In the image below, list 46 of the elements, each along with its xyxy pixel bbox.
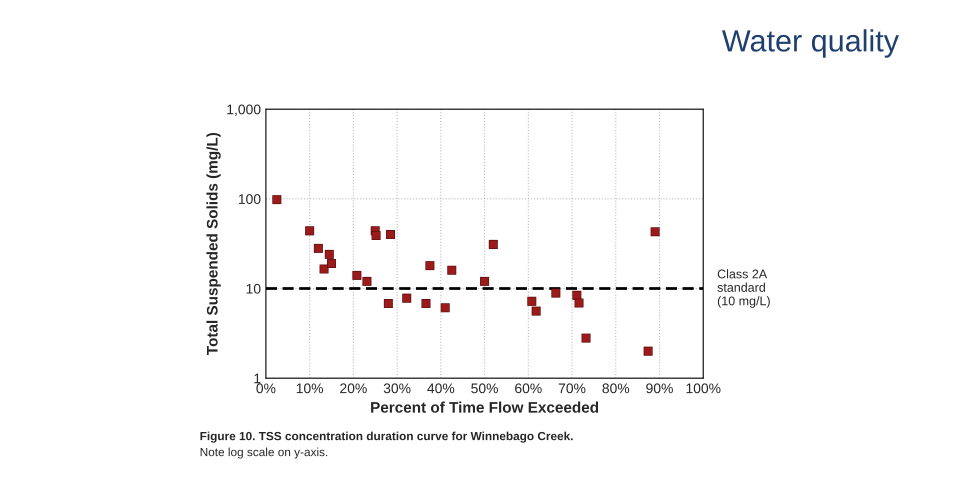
point (326, 258, 336, 268)
point (372, 230, 381, 240)
point (352, 270, 362, 280)
x-axis-title: Percent of Time Flow Exceeded (371, 402, 598, 413)
point (488, 240, 498, 249)
point (305, 226, 314, 236)
point (402, 294, 412, 303)
x-tick-label: 0% (256, 383, 276, 394)
point (362, 276, 372, 286)
x-tick-label: 30% (384, 383, 411, 394)
point (644, 346, 653, 356)
point (527, 296, 536, 306)
point (384, 299, 393, 308)
point (532, 306, 541, 316)
point (447, 266, 456, 275)
y-tick-label: 10 (246, 284, 260, 294)
ref-line-label: Class 2A standard (10 mg/L) (717, 269, 770, 308)
point (582, 334, 591, 343)
point (320, 264, 329, 274)
point (480, 276, 490, 286)
point (324, 250, 334, 259)
x-tick-label: 80% (602, 383, 630, 394)
caption: Figure 10. TSS concentration duration curve for Winnebago Creek. (200, 432, 573, 443)
point (386, 230, 396, 240)
point (272, 195, 282, 204)
x-tick-label: 40% (427, 383, 454, 394)
point (425, 261, 434, 270)
text: Note log scale on y-axis. (200, 448, 328, 459)
x-tick-label: 60% (515, 383, 542, 394)
y-tick-label: 1 (254, 374, 260, 384)
point (440, 303, 450, 312)
point (421, 299, 430, 308)
point (574, 298, 584, 308)
x-tick-label: 90% (646, 383, 673, 394)
point (650, 227, 660, 236)
y-axis-title: Total Suspended Solids (mg/L) (206, 132, 221, 355)
x-tick-label: 70% (558, 383, 586, 394)
y-tick-label: 1,000 (227, 104, 260, 116)
x-tick-label: 10% (296, 383, 324, 394)
x-tick-label: 50% (471, 383, 498, 394)
point (314, 244, 323, 253)
text: Water quality (722, 29, 899, 58)
point (551, 288, 560, 298)
x-tick-label: 20% (340, 383, 367, 394)
y-tick-label: 100 (238, 194, 260, 204)
x-tick-label: 100% (686, 383, 720, 394)
